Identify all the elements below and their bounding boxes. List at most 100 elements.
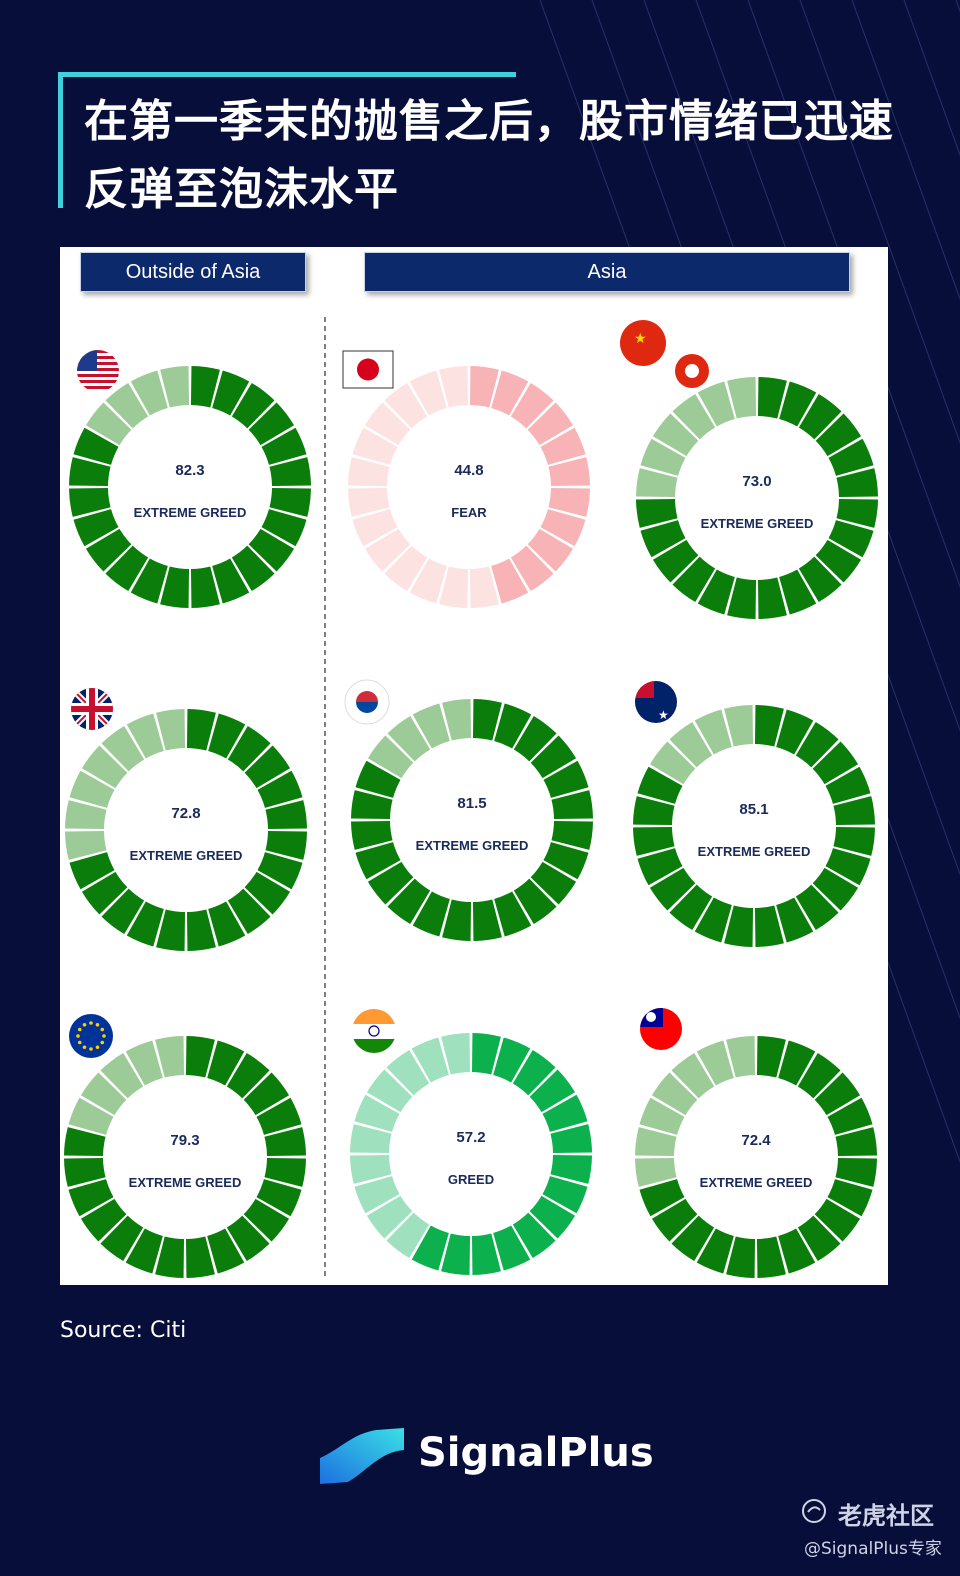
gauge-segment: [836, 498, 878, 528]
gauge-segment: [80, 1072, 127, 1116]
gauge-segment: [754, 705, 784, 747]
gauge-segment: [412, 703, 450, 749]
gauge-segment: [694, 897, 732, 943]
gauge-segment: [231, 382, 275, 429]
gauge-segment: [366, 1069, 413, 1113]
gauge-segment: [265, 800, 307, 830]
gauge-segment: [543, 842, 589, 880]
gauge-segment: [227, 725, 271, 772]
gauge-segment: [776, 709, 814, 755]
gauge-segment: [350, 1154, 392, 1184]
gauge-european-union: 79.3 EXTREME GREED: [64, 1036, 306, 1278]
gauge-united-states: 82.3 EXTREME GREED: [69, 366, 311, 608]
gauge-segment: [412, 891, 450, 937]
gauge-segment: [510, 545, 554, 592]
australia-flag: ★: [635, 681, 677, 723]
gauge-segment: [64, 1157, 106, 1187]
gauge-segment: [669, 884, 713, 931]
gauge-segment: [635, 1157, 677, 1187]
gauge-segment: [652, 539, 699, 583]
gauge-segment: [649, 741, 696, 785]
gauge-segment: [494, 703, 532, 749]
gauge-segment: [439, 566, 469, 608]
gauge-value: 73.0: [742, 473, 771, 490]
gauge-segment: [208, 713, 246, 759]
gauge-segment: [81, 871, 128, 915]
gauge-segment: [261, 509, 307, 547]
gauge-segment: [757, 377, 787, 419]
gauge-value: 72.4: [741, 1132, 771, 1149]
gauge-segment: [207, 1228, 245, 1274]
gauge-segment: [672, 556, 716, 603]
gauge-segment: [825, 766, 871, 804]
gauge-segment: [512, 1212, 556, 1259]
gauge-segment: [367, 861, 414, 905]
gauge-segment: [836, 468, 878, 498]
gauge-segment: [386, 1212, 430, 1259]
gauge-segment: [828, 438, 874, 476]
gauge-value: 81.5: [457, 795, 486, 812]
gauge-segment: [833, 826, 875, 856]
gauge-segment: [469, 566, 499, 608]
gauge-segment: [778, 1040, 816, 1086]
gauge-segment: [472, 699, 502, 741]
gauge-segment: [248, 402, 295, 446]
gauge-segment: [65, 830, 107, 860]
chart-panel: 82.3 EXTREME GREED 44.8 FEAR 73.0 EXTREME GRE…: [60, 247, 888, 1285]
gauge-segment: [671, 1052, 715, 1099]
gauge-segment: [510, 382, 554, 429]
gauge-segment: [411, 1037, 449, 1083]
gauge-segment: [243, 1198, 290, 1242]
gauge-segment: [207, 1040, 245, 1086]
gauge-segment: [671, 1215, 715, 1262]
gauge-segment: [815, 539, 862, 583]
gauge-segment: [649, 867, 696, 911]
gauge-segment: [69, 770, 115, 808]
gauge-value: 72.8: [171, 805, 200, 822]
gauge-segment: [540, 509, 586, 547]
india-flag: [352, 1009, 396, 1053]
gauge-segment: [126, 713, 164, 759]
gauge-segment: [100, 1052, 144, 1099]
gauge-segment: [797, 1215, 841, 1262]
gauge-segment: [130, 558, 168, 604]
gauge-segment: [160, 366, 190, 408]
gauge-segment: [697, 569, 735, 615]
gauge-segment: [125, 1228, 163, 1274]
gauge-segment: [100, 1215, 144, 1262]
gauge-segment: [827, 1179, 873, 1217]
gauge-segment: [543, 760, 589, 798]
gauge-segment: [472, 899, 502, 941]
gauge-grid: 82.3 EXTREME GREED 44.8 FEAR 73.0 EXTREME GRE…: [64, 317, 878, 1278]
gauge-segment: [542, 1094, 588, 1132]
gauge-segment: [190, 566, 220, 608]
gauge-segment: [542, 1176, 588, 1214]
gauge-segment: [636, 468, 678, 498]
gauge-segment: [551, 820, 593, 850]
gauge-segment: [530, 735, 577, 779]
gauge-segment: [226, 1215, 270, 1262]
gauge-segment: [264, 1127, 306, 1157]
gauge-segment: [513, 878, 557, 925]
watermark-handle: @SignalPlus专家: [804, 1539, 942, 1559]
gauge-segment: [776, 897, 814, 943]
gauge-segment: [351, 820, 393, 850]
gauge-segment: [697, 381, 735, 427]
gauge-segment: [364, 528, 411, 572]
united-states-flag: [77, 350, 119, 389]
gauge-segment: [493, 1225, 531, 1271]
gauge-segment: [185, 1036, 215, 1078]
asia-header: Asia: [364, 252, 850, 292]
gauge-segment: [636, 498, 678, 528]
gauge-segment: [726, 1036, 756, 1078]
gauge-segment: [248, 528, 295, 572]
signalplus-logo-icon: [320, 1428, 404, 1484]
gauge-segment: [69, 852, 115, 890]
gauge-segment: [540, 427, 586, 465]
page-title: 在第一季末的抛售之后，股市情绪已迅速反弹至泡沫水平: [84, 96, 894, 215]
gauge-segment: [185, 1236, 215, 1278]
tiger-community-icon: [802, 1499, 826, 1523]
gauge-segment: [190, 366, 220, 408]
gauge-segment: [828, 520, 874, 558]
gauge-segment: [68, 1097, 114, 1135]
